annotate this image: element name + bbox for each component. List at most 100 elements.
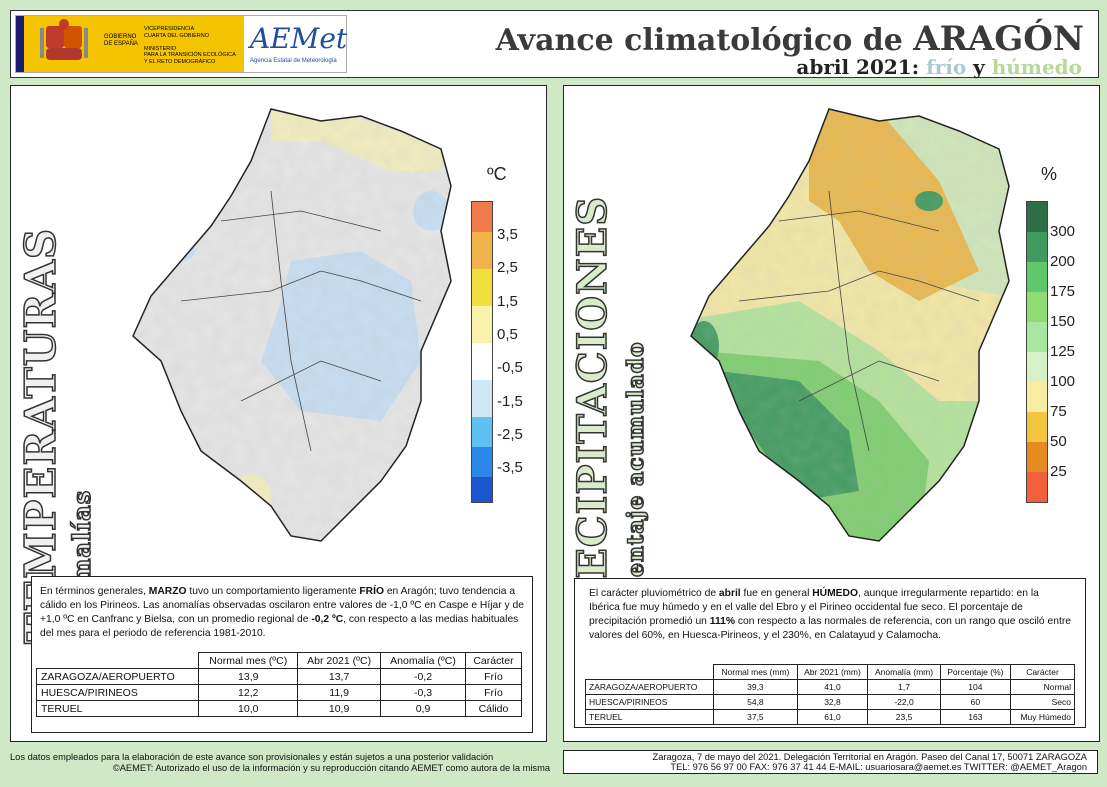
table-cell: Seco (1009, 694, 1076, 710)
prec-swatch (1027, 202, 1047, 232)
station-cell: HUESCA/PIRINEOS (35, 684, 200, 701)
subtitle-and: y (966, 55, 992, 79)
prec-swatch (1027, 322, 1047, 352)
subtitle-cold: frío (926, 55, 967, 79)
table-cell: 37,5 (713, 709, 798, 725)
temp-scale-label: 2,5 (497, 259, 518, 276)
prec-swatch (1027, 442, 1047, 472)
precipitation-unit: % (1041, 164, 1058, 184)
station-cell: TERUEL (35, 700, 200, 717)
temp-scale-label: -0,5 (497, 359, 523, 376)
table-cell: 32,8 (796, 694, 869, 710)
prec-swatch (1027, 412, 1047, 442)
table-cell: 13,9 (198, 668, 299, 685)
table-header-cell: Carácter (1009, 664, 1076, 680)
temp-scale-label: -2,5 (497, 426, 523, 443)
subtitle-wet: húmedo (991, 55, 1082, 79)
table-row: ZARAGOZA/AEROPUERTO 13,9 13,7 -0,2 Frío (35, 668, 523, 685)
prec-scale-label: 175 (1050, 283, 1076, 300)
temp-swatch (472, 202, 492, 232)
temp-text-bold: MARZO (148, 586, 187, 597)
temp-swatch (472, 477, 492, 502)
table-cell: 13,7 (297, 668, 382, 685)
table-row: HUESCA/PIRINEOS 12,2 11,9 -0,3 Frío (35, 684, 523, 701)
temp-scale-label: 0,5 (497, 326, 518, 343)
temperature-summary-text: En términos generales, MARZO tuvo un com… (32, 577, 532, 641)
prec-swatch (1027, 352, 1047, 382)
precipitation-legend-bar (1026, 201, 1048, 503)
table-cell: -0,3 (380, 684, 466, 701)
precipitation-table: Normal mes (mm) Abr 2021 (mm) Anomalía (… (584, 664, 1076, 725)
table-cell: 104 (939, 679, 1011, 695)
subtitle-month: abril 2021: (796, 55, 927, 79)
temp-swatch (472, 380, 492, 417)
temp-text-bold: -0,2 ºC (311, 614, 344, 625)
prec-scale-label: 100 (1050, 373, 1076, 390)
temp-swatch (472, 447, 492, 477)
prec-swatch (1027, 472, 1047, 502)
prec-text-bold: 111% (709, 616, 735, 627)
temp-swatch (472, 269, 492, 306)
temp-text: , con respecto a las medias habituales d… (40, 614, 519, 639)
table-cell: 10,0 (198, 700, 299, 717)
temp-text: en Aragón; tuvo tendencia a cálido en lo… (40, 586, 524, 625)
table-cell: 23,5 (867, 709, 941, 725)
temp-swatch (472, 306, 492, 343)
temp-swatch (472, 343, 492, 380)
station-cell: HUESCA/PIRINEOS (584, 694, 715, 710)
table-header-cell (37, 653, 199, 669)
title-region: ARAGÓN (913, 19, 1084, 59)
temp-text: tuvo un comportamiento ligeramente (186, 586, 360, 597)
table-header-cell: Normal mes (mm) (713, 664, 798, 680)
precipitation-vertical-title: PRECIPITACIONES (568, 195, 617, 645)
table-row: HUESCA/PIRINEOS 54,8 32,8 -22,0 60 Seco (584, 694, 1076, 710)
page-title: Avance climatológico de ARAGÓN (496, 19, 1084, 59)
prec-text: El carácter pluviométrico de (589, 588, 719, 599)
table-cell: Muy Húmedo (1009, 709, 1076, 725)
temperature-summary-box: En términos generales, MARZO tuvo un com… (31, 576, 533, 733)
precipitation-summary-box: El carácter pluviométrico de abril fue e… (574, 578, 1086, 728)
temp-scale-label: 3,5 (497, 226, 518, 243)
prec-text: , aunque irregularmente repartido: en la… (589, 588, 1039, 627)
prec-text: con respecto a las normales de referenci… (589, 616, 1071, 641)
table-cell: 1,7 (867, 679, 941, 695)
prec-swatch (1027, 262, 1047, 292)
footer-copyright-line: ©AEMET: Autorizado el uso de la informac… (112, 762, 550, 773)
temperature-unit: ºC (487, 164, 507, 184)
precipitation-summary-text: El carácter pluviométrico de abril fue e… (575, 579, 1085, 643)
table-cell: 41,0 (796, 679, 869, 695)
temp-text-bold: FRÍO (359, 586, 384, 597)
table-cell: 61,0 (796, 709, 869, 725)
table-cell: Normal (1009, 679, 1076, 695)
table-header-cell: Normal mes (ºC) (198, 652, 299, 669)
prec-swatch (1027, 232, 1047, 262)
table-cell: 163 (939, 709, 1011, 725)
precipitation-vertical-subtitle: porcentaje acumulado (622, 341, 650, 637)
footer-disclaimer: Los datos empleados para la elaboración … (10, 752, 550, 773)
table-cell: 12,2 (198, 684, 299, 701)
prec-scale-label: 200 (1050, 253, 1076, 270)
footer-contact-line: TEL: 976 56 97 00 FAX: 976 37 41 44 E-MA… (670, 762, 1087, 772)
table-cell: Frío (464, 684, 523, 701)
coat-of-arms-icon (16, 16, 96, 72)
table-header-cell: Abr 2021 (mm) (796, 664, 869, 680)
temperature-panel: TEMPERATURAS anomalías ºC 3,5 2,5 1,5 (10, 85, 547, 742)
temperature-legend-bar (471, 201, 493, 503)
table-header-row: Normal mes (ºC) Abr 2021 (ºC) Anomalía (… (37, 652, 523, 669)
temp-scale-label: -1,5 (497, 393, 523, 410)
table-cell: -22,0 (867, 694, 941, 710)
table-cell: 0,9 (380, 700, 466, 717)
temp-text: En términos generales, (40, 586, 149, 597)
precipitation-panel: PRECIPITACIONES porcentaje acumulado % (563, 85, 1100, 742)
footer-address: Zaragoza, 7 de mayo del 2021. Delegación… (652, 752, 1087, 762)
aemet-subtitle: Agencia Estatal de Meteorología (250, 58, 337, 64)
temp-swatch (472, 232, 492, 269)
table-cell: 11,9 (297, 684, 382, 701)
prec-scale-label: 75 (1050, 403, 1067, 420)
temp-scale-label: 1,5 (497, 293, 518, 310)
temp-swatch (472, 417, 492, 447)
prec-swatch (1027, 292, 1047, 322)
footer-contact: Zaragoza, 7 de mayo del 2021. Delegación… (563, 750, 1098, 774)
footer-disclaimer-line: Los datos empleados para la elaboración … (10, 752, 494, 762)
aemet-logo: AEMet Agencia Estatal de Meteorología (244, 16, 347, 72)
